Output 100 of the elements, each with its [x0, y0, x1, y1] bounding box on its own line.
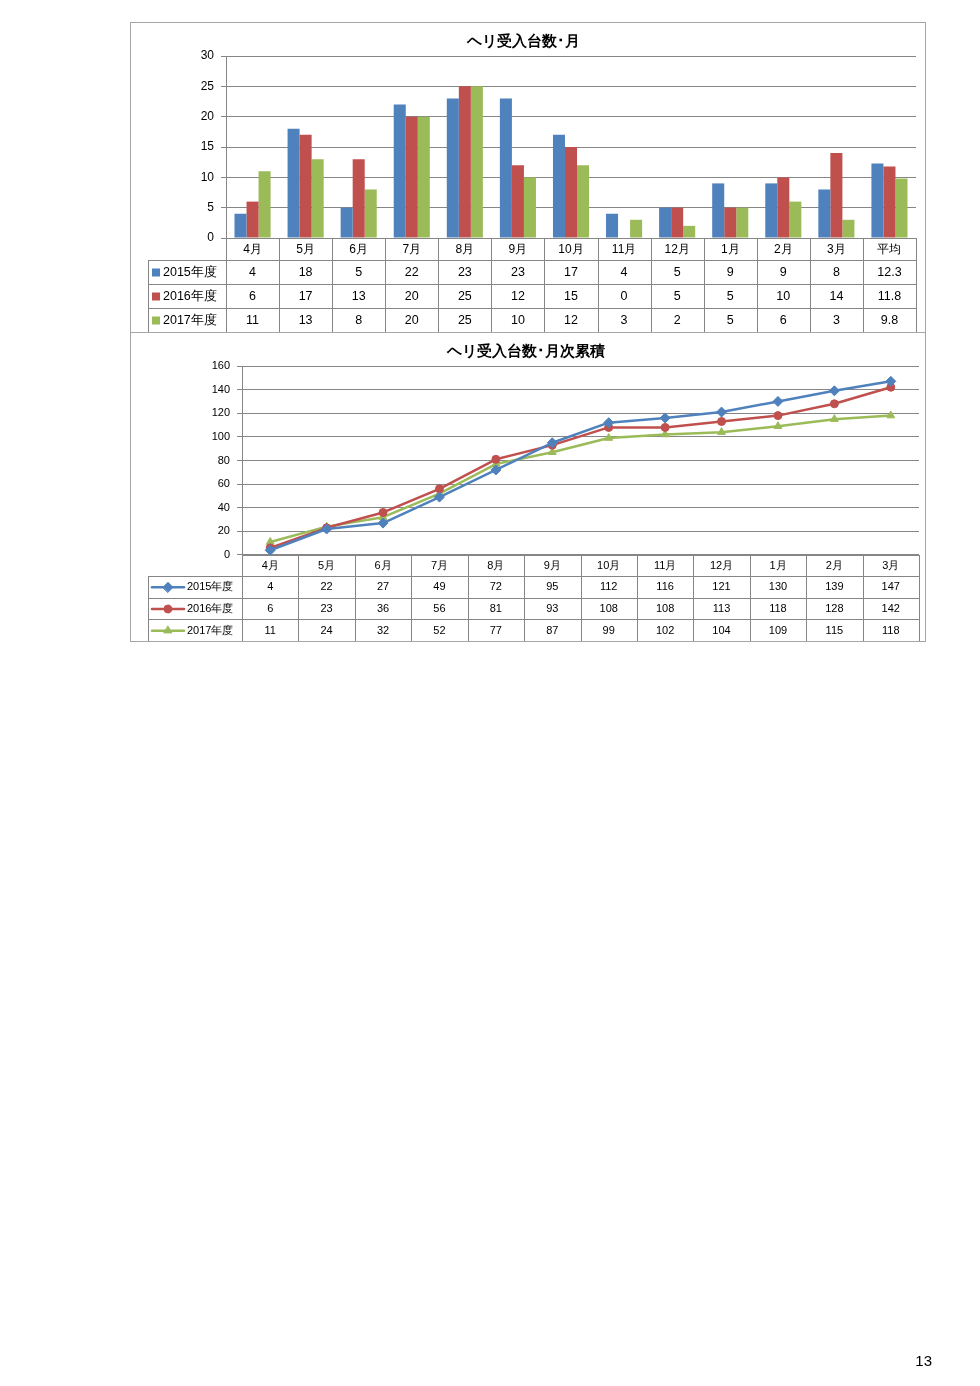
data-label: 56	[433, 602, 446, 615]
data-label: 17	[564, 264, 578, 279]
data-label: 5	[355, 264, 363, 279]
data-label: 25	[457, 288, 472, 303]
x-tick-label: 8月	[487, 558, 505, 571]
x-tick-label: 9月	[543, 558, 561, 571]
x-tick-label: 6月	[374, 558, 392, 571]
x-tick-label: 5月	[318, 558, 336, 571]
bar	[724, 207, 737, 238]
x-tick-label: 8月	[455, 241, 475, 256]
y-tick-label: 30	[200, 48, 215, 63]
bar	[765, 183, 778, 238]
y-tick-label: 10	[200, 169, 215, 184]
legend-label: 2015年度	[187, 580, 234, 593]
point	[660, 422, 670, 432]
bar	[258, 171, 271, 238]
data-label: 24	[320, 623, 333, 636]
y-tick-label: 120	[211, 406, 230, 419]
data-label: 93	[546, 602, 559, 615]
bar	[777, 177, 790, 238]
data-label: 20	[404, 288, 419, 303]
bar	[287, 128, 300, 238]
data-label: 3	[832, 312, 840, 327]
legend-label: 2016年度	[187, 602, 234, 615]
x-tick-label: 2月	[825, 558, 843, 571]
y-tick-label: 60	[217, 477, 230, 490]
data-label: 95	[546, 580, 559, 593]
y-tick-label: 0	[207, 230, 215, 245]
point	[829, 414, 839, 422]
y-tick-label: 20	[217, 524, 230, 537]
bar	[352, 159, 365, 238]
data-label: 12	[510, 288, 525, 303]
data-label: 8	[355, 312, 363, 327]
bar	[234, 213, 247, 238]
bar	[883, 166, 896, 238]
x-tick-label: 12月	[664, 241, 690, 256]
point	[659, 412, 671, 424]
x-tick-label: 12月	[709, 558, 734, 571]
x-tick-label: 3月	[882, 558, 900, 571]
bar	[736, 207, 749, 238]
x-tick-label: 2月	[773, 241, 793, 256]
point	[829, 399, 839, 409]
data-label: 87	[546, 623, 559, 636]
point	[265, 537, 275, 545]
data-label: 116	[656, 580, 674, 593]
x-tick-label: 平均	[877, 241, 902, 256]
point	[434, 484, 444, 494]
point	[773, 421, 783, 429]
legend-label: 2016年度	[163, 287, 217, 303]
data-label: 4	[267, 580, 274, 593]
data-label: 11	[264, 623, 276, 636]
data-label: 5	[673, 288, 681, 303]
point	[716, 406, 728, 418]
bar	[458, 86, 471, 238]
data-label: 81	[489, 602, 502, 615]
x-tick-label: 7月	[430, 558, 449, 571]
y-tick-label: 20	[200, 108, 215, 123]
data-label: 36	[376, 602, 390, 615]
bar	[470, 86, 483, 238]
point	[828, 385, 840, 397]
data-label: 49	[433, 580, 446, 593]
data-label: 11.8	[877, 288, 902, 303]
data-label: 5	[673, 264, 681, 279]
data-label: 18	[298, 264, 313, 279]
data-label: 113	[712, 602, 731, 615]
legend-label: 2015年度	[163, 263, 217, 279]
point	[886, 410, 896, 419]
data-label: 11	[246, 312, 260, 327]
bar	[564, 147, 578, 238]
data-label: 118	[882, 623, 900, 636]
data-label: 9	[779, 264, 787, 279]
bar	[340, 207, 353, 238]
data-label: 109	[768, 623, 788, 636]
data-label: 23	[510, 264, 525, 279]
point	[772, 395, 784, 407]
legend-label: 2017年度	[187, 623, 234, 636]
bar	[683, 225, 696, 238]
data-label: 6	[779, 312, 787, 327]
bar	[511, 165, 524, 238]
data-label: 139	[825, 580, 844, 593]
data-label: 10	[776, 288, 791, 303]
data-label: 6	[267, 602, 274, 615]
y-tick-label: 140	[211, 382, 230, 395]
data-label: 3	[620, 312, 628, 327]
x-tick-label: 9月	[508, 241, 528, 256]
data-label: 147	[881, 580, 900, 593]
bar	[577, 165, 590, 238]
chart-title: ヘリ受入台数･月	[466, 32, 580, 50]
x-tick-label: 11月	[653, 558, 677, 571]
bar	[552, 134, 565, 238]
data-label: 72	[489, 580, 502, 593]
x-tick-label: 11月	[611, 241, 637, 256]
data-label: 104	[712, 623, 731, 636]
data-label: 6	[249, 288, 257, 303]
y-tick-label: 25	[200, 78, 215, 93]
bar	[246, 201, 259, 238]
data-label: 10	[510, 312, 525, 327]
data-label: 9	[726, 264, 734, 279]
point	[773, 411, 783, 421]
bar	[523, 177, 536, 238]
